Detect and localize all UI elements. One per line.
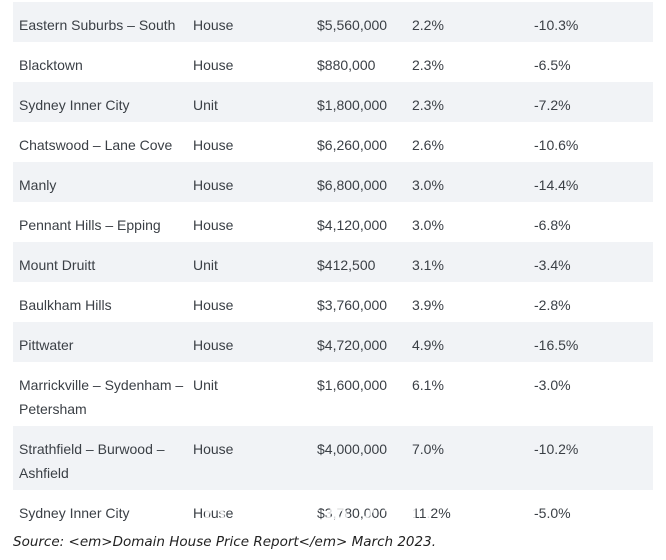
price-cell: $1,600,000 xyxy=(317,377,388,393)
region-cell: Blacktown xyxy=(19,57,83,73)
table-row: Mount Druitt Unit $412,500 3.1% -3.4% xyxy=(13,242,653,282)
price-cell: $412,500 xyxy=(317,257,376,273)
region-cell: Mount Druitt xyxy=(19,257,96,273)
yield-cell: 6.1% xyxy=(412,377,444,393)
region-cell: Baulkham Hills xyxy=(19,297,112,313)
change-cell: -10.6% xyxy=(534,137,579,153)
table-row: Chatswood – Lane Cove House $6,260,000 2… xyxy=(13,122,653,162)
price-cell: $3,780,000 xyxy=(317,505,388,521)
yield-cell: 2.3% xyxy=(412,97,444,113)
change-cell: -3.0% xyxy=(534,377,571,393)
region-cell: Sydney Inner City xyxy=(19,97,130,113)
change-cell: -14.4% xyxy=(534,177,579,193)
price-cell: $4,720,000 xyxy=(317,337,388,353)
change-cell: -2.8% xyxy=(534,297,571,313)
change-cell: -3.4% xyxy=(534,257,571,273)
region-cell: Chatswood – Lane Cove xyxy=(19,137,173,153)
region-cell: Pennant Hills – Epping xyxy=(19,217,161,233)
property-type-cell: Unit xyxy=(193,377,218,393)
source-caption: Source: <em>Domain House Price Report</e… xyxy=(13,534,436,550)
property-type-cell: House xyxy=(193,17,234,33)
property-type-cell: House xyxy=(193,337,234,353)
property-type-cell: House xyxy=(193,441,234,457)
yield-cell: 2.3% xyxy=(412,57,444,73)
change-cell: -7.2% xyxy=(534,97,571,113)
property-type-cell: Unit xyxy=(193,97,218,113)
yield-cell: 2.2% xyxy=(412,17,444,33)
region-cell: Manly xyxy=(19,177,57,193)
price-cell: $1,800,000 xyxy=(317,97,388,113)
table-row: Marrickville – Sydenham – Petersham Unit… xyxy=(13,362,653,426)
change-cell: -5.0% xyxy=(534,505,571,521)
region-cell: Eastern Suburbs – South xyxy=(19,17,176,33)
yield-cell: 3.0% xyxy=(412,177,444,193)
price-cell: $6,260,000 xyxy=(317,137,388,153)
table-row: Sydney Inner City House $3,780,000 11.2%… xyxy=(13,490,653,530)
table-row: Baulkham Hills House $3,760,000 3.9% -2.… xyxy=(13,282,653,322)
yield-cell: 2.6% xyxy=(412,137,444,153)
property-type-cell: House xyxy=(193,505,234,521)
price-cell: $880,000 xyxy=(317,57,376,73)
table-row: Eastern Suburbs – South House $5,560,000… xyxy=(13,2,653,42)
change-cell: -6.8% xyxy=(534,217,571,233)
yield-cell: 11.2% xyxy=(412,505,451,521)
yield-cell: 3.0% xyxy=(412,217,444,233)
property-type-cell: House xyxy=(193,57,234,73)
region-cell: Pittwater xyxy=(19,337,74,353)
change-cell: -16.5% xyxy=(534,337,579,353)
price-cell: $3,760,000 xyxy=(317,297,388,313)
yield-cell: 3.9% xyxy=(412,297,444,313)
price-cell: $4,000,000 xyxy=(317,441,388,457)
table-row: Manly House $6,800,000 3.0% -14.4% xyxy=(13,162,653,202)
region-cell: Strathfield – Burwood – Ashfield xyxy=(19,441,165,481)
table-row: Pittwater House $4,720,000 4.9% -16.5% xyxy=(13,322,653,362)
table-row: Pennant Hills – Epping House $4,120,000 … xyxy=(13,202,653,242)
table-row: Strathfield – Burwood – Ashfield House $… xyxy=(13,426,653,490)
table-row: Sydney Inner City Unit $1,800,000 2.3% -… xyxy=(13,82,653,122)
price-table: Eastern Suburbs – South House $5,560,000… xyxy=(13,2,653,530)
change-cell: -6.5% xyxy=(534,57,571,73)
table-row: Blacktown House $880,000 2.3% -6.5% xyxy=(13,42,653,82)
region-cell: Sydney Inner City xyxy=(19,505,130,521)
yield-cell: 3.1% xyxy=(412,257,444,273)
region-cell: Marrickville – Sydenham – Petersham xyxy=(19,377,184,417)
change-cell: -10.2% xyxy=(534,441,579,457)
property-type-cell: House xyxy=(193,297,234,313)
price-cell: $6,800,000 xyxy=(317,177,388,193)
yield-cell: 7.0% xyxy=(412,441,444,457)
property-type-cell: House xyxy=(193,137,234,153)
change-cell: -10.3% xyxy=(534,17,579,33)
property-type-cell: House xyxy=(193,177,234,193)
property-type-cell: Unit xyxy=(193,257,218,273)
property-type-cell: House xyxy=(193,217,234,233)
price-cell: $5,560,000 xyxy=(317,17,388,33)
price-cell: $4,120,000 xyxy=(317,217,388,233)
yield-cell: 4.9% xyxy=(412,337,444,353)
